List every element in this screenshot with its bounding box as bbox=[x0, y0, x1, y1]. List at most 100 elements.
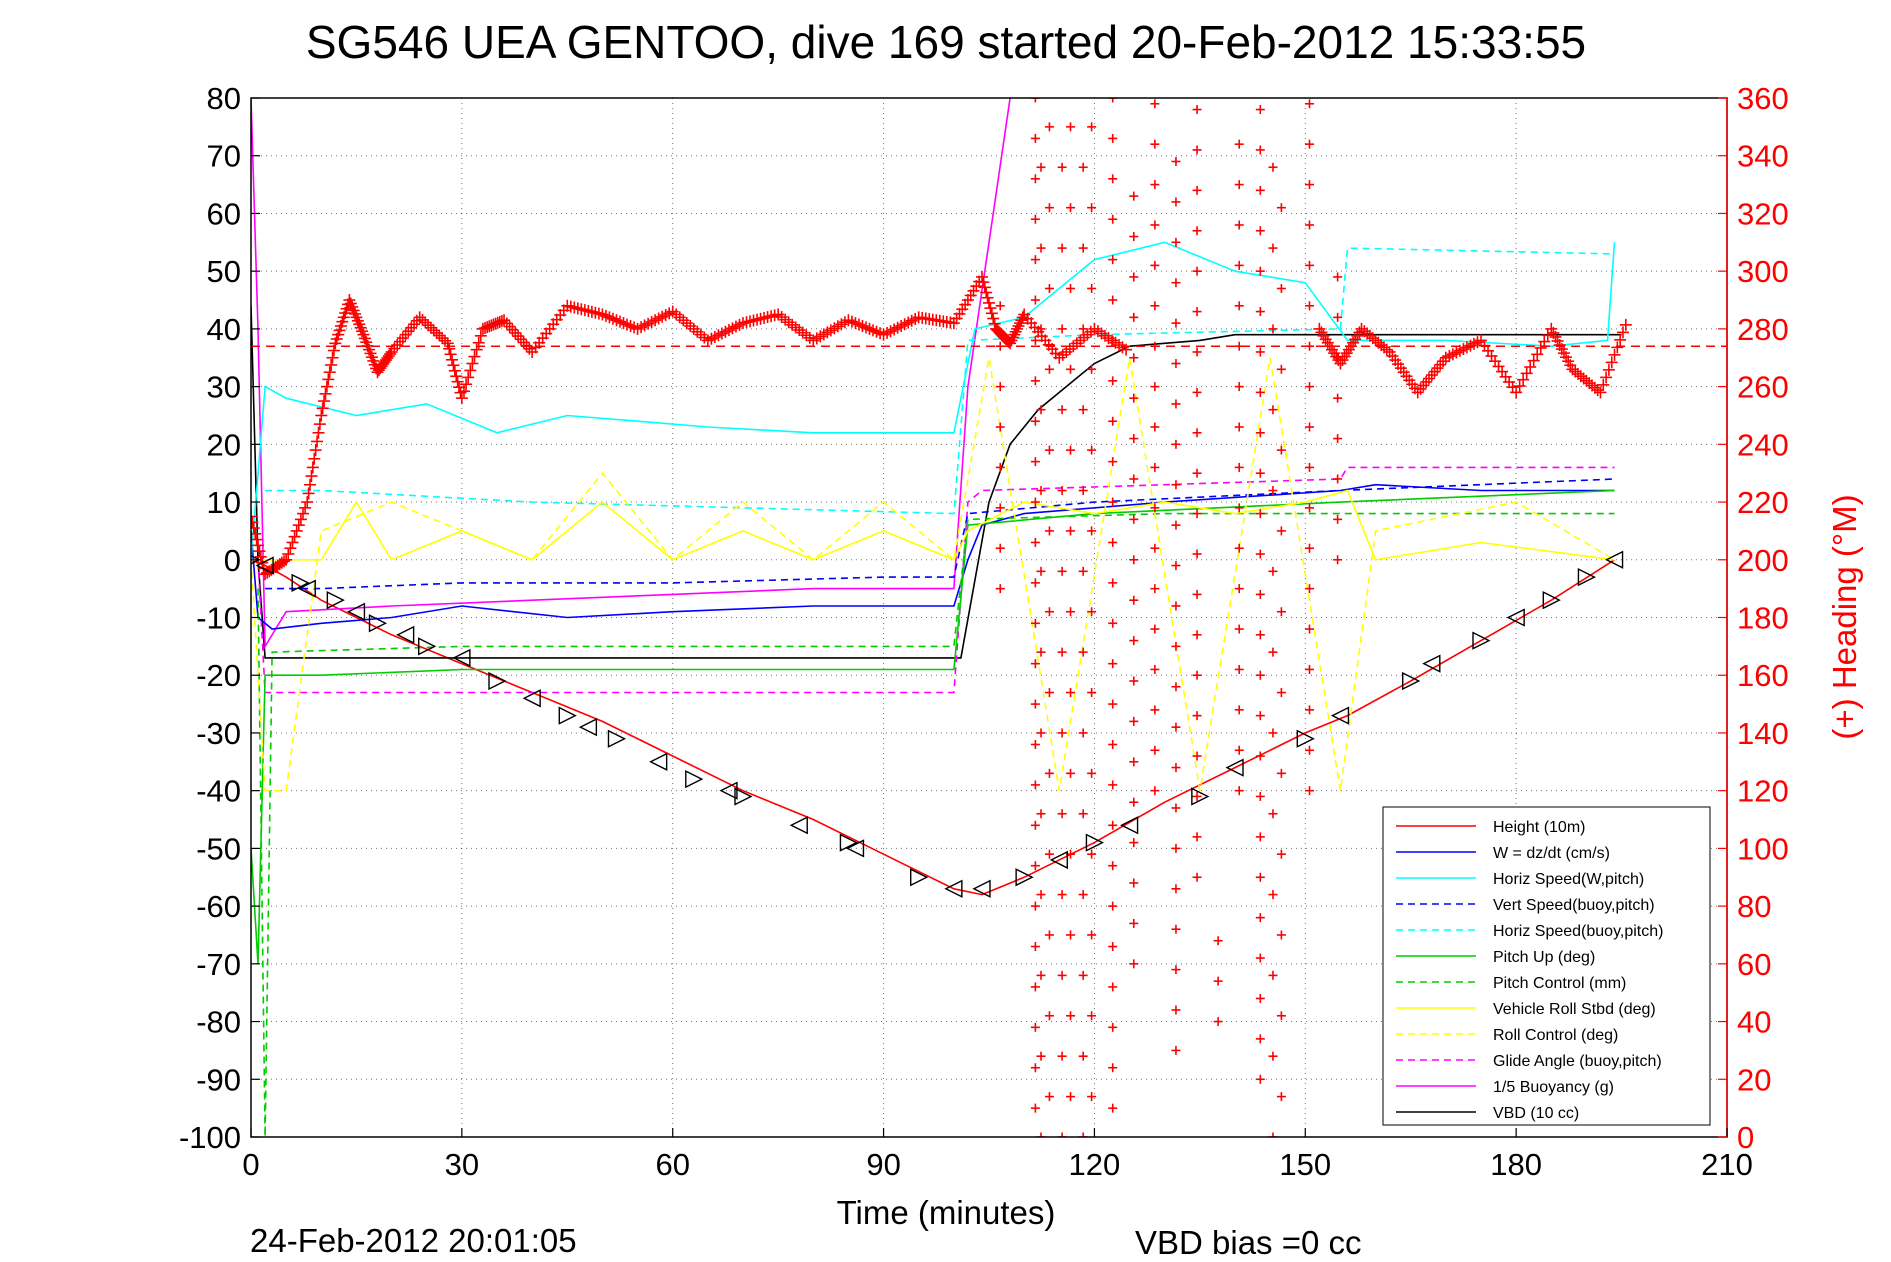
x-tick-label: 0 bbox=[242, 1147, 259, 1182]
depth-marker-left bbox=[578, 718, 598, 737]
heading-scatter-marker bbox=[1276, 283, 1286, 293]
heading-scatter-marker bbox=[1087, 930, 1097, 940]
depth-marker-left bbox=[845, 839, 865, 858]
legend-box bbox=[1382, 806, 1711, 1126]
heading-scatter-marker bbox=[1030, 942, 1040, 952]
heading-scatter-marker bbox=[1087, 849, 1097, 859]
heading-scatter-marker bbox=[1268, 566, 1278, 576]
heading-scatter-marker bbox=[1036, 243, 1046, 253]
depth-marker-right bbox=[291, 573, 310, 592]
x-axis: 0 30 60 90 120 150 180 210 bbox=[242, 1128, 1753, 1182]
heading-marker bbox=[253, 545, 266, 558]
legend-label: Vert Speed(buoy,pitch) bbox=[1493, 897, 1655, 914]
y-tick-label: -70 bbox=[196, 947, 241, 982]
heading-scatter-marker bbox=[1078, 405, 1088, 415]
heading-scatter-marker bbox=[1066, 688, 1076, 698]
heading-scatter-marker bbox=[1129, 272, 1139, 282]
heading-marker bbox=[1013, 317, 1026, 330]
heading-scatter-marker bbox=[1150, 382, 1160, 392]
heading-marker bbox=[282, 548, 295, 561]
heading-scatter-marker bbox=[1078, 1051, 1088, 1061]
heading-marker bbox=[514, 333, 527, 346]
x-tick-label: 60 bbox=[655, 1147, 689, 1182]
heading-marker bbox=[318, 395, 331, 408]
heading-scatter-marker bbox=[1255, 630, 1265, 640]
y-axis-right: 3603403203002802602402202001801601401201… bbox=[1718, 81, 1789, 1155]
depth-marker-left bbox=[1120, 816, 1139, 835]
heading-marker bbox=[326, 351, 339, 364]
heading-scatter-marker bbox=[1030, 255, 1040, 265]
heading-scatter-marker bbox=[1108, 335, 1118, 345]
y-axis-left: 80 70 60 50 40 30 20 10 0 -10 -20 -30 -40 -50 -60 -70 -8… bbox=[179, 81, 260, 1155]
heading-scatter-marker bbox=[1234, 705, 1244, 715]
heading-scatter-marker bbox=[1036, 1132, 1046, 1137]
heading-scatter-marker bbox=[1234, 664, 1244, 674]
heading-scatter-marker bbox=[1108, 376, 1118, 386]
y-tick-label: 0 bbox=[224, 543, 241, 578]
y2-tick-label: 340 bbox=[1737, 139, 1789, 174]
heading-scatter-marker bbox=[1171, 803, 1181, 813]
heading-scatter-marker bbox=[1171, 843, 1181, 853]
heading-scatter-marker bbox=[1305, 705, 1315, 715]
heading-scatter-marker bbox=[1057, 405, 1067, 415]
heading-marker bbox=[297, 507, 310, 520]
heading-scatter-marker bbox=[1129, 312, 1139, 322]
heading-marker bbox=[294, 513, 307, 526]
series-buoyancy bbox=[251, 98, 1011, 650]
y-tick-label: -20 bbox=[196, 658, 241, 693]
heading-scatter-marker bbox=[1305, 382, 1315, 392]
depth-marker-right bbox=[558, 706, 577, 725]
heading-scatter-marker bbox=[1044, 1092, 1054, 1102]
depth-marker-right bbox=[1015, 868, 1034, 887]
heading-marker bbox=[1602, 363, 1615, 376]
heading-marker bbox=[441, 337, 454, 350]
heading-scatter-marker bbox=[1108, 214, 1118, 224]
heading-scatter-marker bbox=[1276, 1092, 1286, 1102]
y-tick-label: 80 bbox=[207, 81, 241, 116]
heading-marker bbox=[975, 270, 988, 283]
heading-scatter-marker bbox=[1192, 307, 1202, 317]
heading-scatter-marker bbox=[1030, 174, 1040, 184]
heading-scatter-marker bbox=[1333, 434, 1343, 444]
heading-scatter-marker bbox=[1036, 162, 1046, 172]
y2-tick-label: 140 bbox=[1737, 716, 1789, 751]
heading-scatter-marker bbox=[1066, 607, 1076, 617]
heading-scatter-marker bbox=[1333, 272, 1343, 282]
heading-marker bbox=[443, 342, 456, 355]
heading-scatter-marker bbox=[1192, 266, 1202, 276]
heading-marker bbox=[466, 357, 479, 370]
heading-scatter-marker bbox=[1030, 659, 1040, 669]
heading-scatter-marker bbox=[1036, 566, 1046, 576]
heading-scatter-marker bbox=[1129, 838, 1139, 848]
footer-timestamp: 24-Feb-2012 20:01:05 bbox=[250, 1222, 577, 1259]
heading-scatter-marker bbox=[1108, 497, 1118, 507]
y2-tick-label: 240 bbox=[1737, 427, 1789, 462]
heading-scatter-marker bbox=[1108, 739, 1118, 749]
legend-label: Glide Angle (buoy,pitch) bbox=[1493, 1053, 1662, 1070]
heading-scatter-marker bbox=[1129, 232, 1139, 242]
heading-scatter-marker bbox=[995, 341, 1005, 351]
heading-marker bbox=[509, 326, 522, 339]
legend-label: VBD (10 cc) bbox=[1493, 1105, 1579, 1122]
heading-scatter-marker bbox=[1255, 105, 1265, 115]
heading-scatter-marker bbox=[1087, 364, 1097, 374]
heading-scatter-marker bbox=[1078, 809, 1088, 819]
heading-scatter-marker bbox=[1333, 393, 1343, 403]
heading-marker bbox=[517, 336, 530, 349]
heading-marker bbox=[1527, 354, 1540, 367]
heading-scatter-marker bbox=[1305, 664, 1315, 674]
heading-scatter-marker bbox=[1108, 1103, 1118, 1113]
heading-scatter-marker bbox=[1276, 849, 1286, 859]
heading-scatter-marker bbox=[1255, 589, 1265, 599]
heading-marker bbox=[978, 281, 991, 294]
heading-scatter-marker bbox=[1276, 688, 1286, 698]
heading-scatter-marker bbox=[1129, 757, 1139, 767]
heading-scatter-marker bbox=[1171, 197, 1181, 207]
depth-marker-left bbox=[1422, 654, 1441, 673]
heading-scatter-marker bbox=[1150, 624, 1160, 634]
depth-marker-right bbox=[1542, 591, 1561, 610]
heading-scatter-marker bbox=[1108, 820, 1118, 830]
heading-marker bbox=[1597, 378, 1610, 391]
heading-scatter-marker bbox=[1129, 959, 1139, 969]
